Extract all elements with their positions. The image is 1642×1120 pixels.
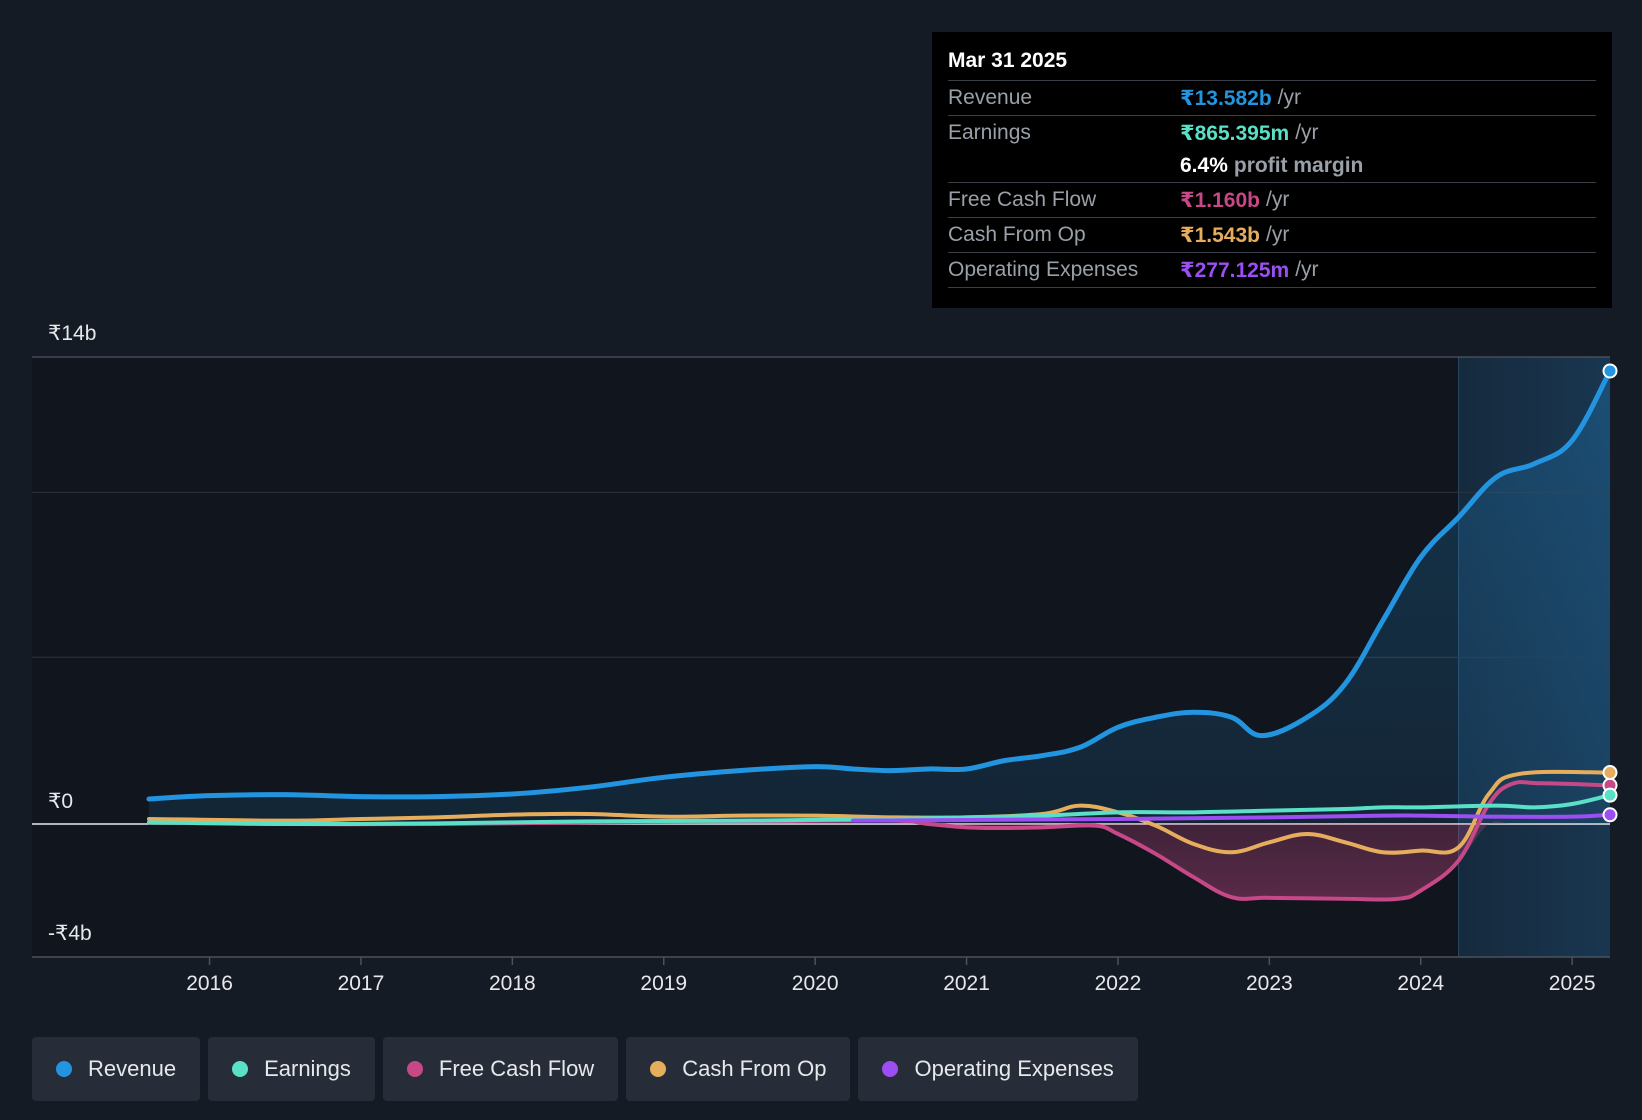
- tooltip-unit: /yr: [1266, 188, 1290, 211]
- tooltip-row-fcf: Free Cash Flow ₹1.160b /yr: [948, 182, 1596, 217]
- tooltip-value: ₹1.543b: [1180, 223, 1260, 247]
- legend-label: Earnings: [264, 1056, 351, 1081]
- legend-item-cash-from-op[interactable]: Cash From Op: [626, 1037, 851, 1101]
- opex-line: [851, 812, 1612, 823]
- tooltip-unit: /yr: [1295, 121, 1319, 144]
- legend-item-earnings[interactable]: Earnings: [208, 1037, 375, 1101]
- tooltip-label: Operating Expenses: [948, 258, 1139, 281]
- legend-dot-icon: [56, 1061, 72, 1077]
- tooltip-date: Mar 31 2025: [948, 49, 1068, 72]
- legend: Revenue Earnings Free Cash Flow Cash Fro…: [32, 1037, 1138, 1101]
- tooltip-row-revenue: Revenue ₹13.582b /yr: [948, 80, 1596, 115]
- legend-dot-icon: [882, 1061, 899, 1077]
- tooltip-value: 6.4%: [1180, 154, 1228, 177]
- y-tick-label: -₹4b: [48, 922, 92, 945]
- legend-dot-icon: [232, 1061, 249, 1077]
- legend-item-revenue[interactable]: Revenue: [32, 1037, 201, 1101]
- legend-label: Cash From Op: [682, 1056, 827, 1081]
- x-tick-label: 2023: [1246, 972, 1293, 995]
- y-tick-label: ₹14b: [48, 322, 96, 345]
- legend-dot-icon: [406, 1061, 423, 1077]
- tooltip-row-earnings: Earnings ₹865.395m /yr: [948, 115, 1596, 150]
- x-tick-label: 2020: [792, 972, 839, 995]
- tooltip-value: ₹277.125m: [1180, 258, 1290, 282]
- tooltip-row-cfo: Cash From Op ₹1.543b /yr: [948, 217, 1596, 252]
- cfo-line: [146, 769, 1612, 855]
- legend-item-operating-expenses[interactable]: Operating Expenses: [858, 1037, 1138, 1101]
- tooltip-label: Earnings: [948, 121, 1031, 144]
- tooltip-unit: profit margin: [1233, 154, 1364, 177]
- revenue-area: [148, 370, 1611, 824]
- legend-label: Operating Expenses: [914, 1056, 1114, 1081]
- x-tick-label: 2016: [186, 972, 233, 995]
- tooltip-unit: /yr: [1295, 258, 1319, 281]
- tooltip-unit: /yr: [1266, 223, 1290, 246]
- revenue-line: [146, 368, 1613, 802]
- tooltip-value: ₹865.395m: [1180, 121, 1290, 145]
- x-tick-label: 2019: [640, 972, 687, 995]
- tooltip-label: Free Cash Flow: [948, 188, 1097, 211]
- tooltip-row-margin: 6.4% profit margin: [948, 150, 1596, 182]
- legend-dot-icon: [650, 1061, 667, 1077]
- legend-label: Revenue: [88, 1056, 177, 1081]
- fcf-negative-area: [148, 821, 1611, 900]
- tooltip-label: Revenue: [948, 86, 1033, 109]
- x-tick-label: 2025: [1549, 972, 1596, 995]
- opex-end-marker: [1602, 807, 1618, 823]
- earnings-line: [146, 793, 1612, 827]
- tooltip: Mar 31 2025 Revenue ₹13.582b /yr Earning…: [932, 32, 1612, 308]
- revenue-end-marker: [1602, 363, 1618, 379]
- tooltip-unit: /yr: [1277, 86, 1301, 109]
- x-tick-label: 2017: [338, 972, 385, 995]
- y-tick-label: ₹0: [48, 790, 73, 813]
- tooltip-label: Cash From Op: [948, 223, 1086, 246]
- legend-label: Free Cash Flow: [438, 1056, 595, 1081]
- x-tick-label: 2021: [943, 972, 990, 995]
- tooltip-row-opex: Operating Expenses ₹277.125m /yr: [948, 252, 1596, 287]
- tooltip-value: ₹13.582b: [1180, 86, 1272, 110]
- tooltip-value: ₹1.160b: [1180, 188, 1260, 212]
- earnings-end-marker: [1602, 787, 1618, 803]
- x-tick-label: 2024: [1397, 972, 1444, 995]
- cfo-end-marker: [1602, 765, 1618, 781]
- x-tick-label: 2018: [489, 972, 536, 995]
- x-tick-label: 2022: [1095, 972, 1142, 995]
- legend-item-free-cash-flow[interactable]: Free Cash Flow: [382, 1037, 619, 1101]
